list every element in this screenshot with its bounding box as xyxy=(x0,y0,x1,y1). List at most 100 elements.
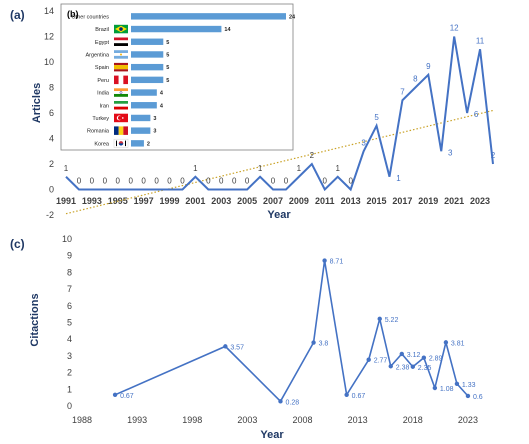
country-bar xyxy=(131,25,222,33)
chart-c-xtick: 2013 xyxy=(348,415,368,425)
chart-c-ytick: 1 xyxy=(67,384,72,394)
chart-a-data-label: 3 xyxy=(361,138,366,147)
chart-a-xlabel: Year xyxy=(267,209,291,221)
chart-a-series-line xyxy=(65,36,494,192)
chart-c-data-label: 2.35 xyxy=(418,365,432,372)
country-bar xyxy=(131,140,144,147)
country-value: 5 xyxy=(166,65,169,71)
turkey-flag-icon xyxy=(114,113,128,123)
chart-a-data-label: 0 xyxy=(180,177,185,186)
chart-c-point xyxy=(410,364,416,369)
chart-c-ytick: 0 xyxy=(67,401,72,411)
chart-c-xtick: 1988 xyxy=(72,415,92,425)
chart-a-xtick: 2019 xyxy=(418,196,438,206)
chart-a-ytick: 6 xyxy=(49,108,54,118)
chart-c-data-label: 0.67 xyxy=(120,393,134,400)
chart-c-ytick: 8 xyxy=(67,267,72,277)
chart-c-ytick: 3 xyxy=(67,351,72,361)
chart-a-data-label: 6 xyxy=(474,110,479,119)
chart-a-ytick: 14 xyxy=(44,6,54,16)
chart-c-xtick: 2018 xyxy=(403,415,423,425)
argentina-flag-icon xyxy=(114,50,128,59)
chart-a-data-label: 9 xyxy=(426,62,431,71)
egypt-flag-icon xyxy=(114,37,128,46)
chart-c-point xyxy=(344,392,349,398)
country-label: Peru xyxy=(97,78,109,84)
chart-c-citations: (c) Citactions Year 0 1 2 3 4 5 6 7 8 9 10 1988 199… xyxy=(10,234,483,441)
chart-c-ytick: 9 xyxy=(67,251,72,261)
chart-a-data-label: 0 xyxy=(232,177,237,186)
chart-a-data-label: 0 xyxy=(206,177,211,186)
chart-c-data-label: 0.28 xyxy=(285,399,299,406)
chart-a-ytick: 2 xyxy=(49,159,54,169)
chart-a-data-label: 0 xyxy=(90,177,95,186)
chart-c-ytick: 4 xyxy=(67,334,72,344)
chart-a-data-label: 0 xyxy=(141,177,146,186)
chart-a-data-label: 0 xyxy=(271,177,276,186)
country-label: Iran xyxy=(100,103,109,109)
chart-a-ytick: 8 xyxy=(49,83,54,93)
chart-a-data-label: 1 xyxy=(64,164,69,173)
chart-a-ytick: 12 xyxy=(44,32,54,42)
country-label: Spain xyxy=(95,65,109,71)
peru-flag-icon xyxy=(114,75,128,85)
chart-c-point xyxy=(278,399,283,404)
panel-b-label: (b) xyxy=(67,9,79,19)
country-bar xyxy=(131,51,164,58)
country-value: 4 xyxy=(160,91,164,97)
country-value: 3 xyxy=(153,116,156,122)
chart-a-data-label: 2 xyxy=(310,151,315,160)
chart-a-ytick: 0 xyxy=(49,185,54,195)
chart-a-data-label: 0 xyxy=(116,177,121,186)
chart-a-data-label: 0 xyxy=(77,177,82,186)
chart-a-data-label: 1 xyxy=(193,164,198,173)
chart-a-data-label: 3 xyxy=(448,148,453,157)
chart-c-ytick: 5 xyxy=(67,318,72,328)
chart-a-data-label: 0 xyxy=(245,177,250,186)
country-label: India xyxy=(97,91,110,97)
chart-a-data-label: 0 xyxy=(323,177,328,186)
chart-a-data-label: 1 xyxy=(297,164,302,173)
country-bar xyxy=(131,102,157,109)
chart-a-xtick: 2005 xyxy=(237,196,257,206)
chart-a-ytick: 4 xyxy=(49,134,54,144)
chart-a-data-label: 0 xyxy=(219,177,224,186)
chart-a-xtick: 2015 xyxy=(367,196,387,206)
chart-c-y-ticks: 0 1 2 3 4 5 6 7 8 9 10 xyxy=(62,234,72,411)
chart-a-data-label: 1 xyxy=(258,164,263,173)
chart-a-xtick: 2007 xyxy=(263,196,283,206)
chart-a-data-label: 1 xyxy=(396,174,401,183)
chart-c-series-line xyxy=(114,260,469,403)
chart-c-data-label: 8.71 xyxy=(330,259,344,266)
country-value: 2 xyxy=(147,141,150,147)
chart-c-data-label: 2.77 xyxy=(374,358,388,365)
romania-flag-icon xyxy=(114,126,128,135)
chart-c-data-labels: 0.67 3.57 0.28 3.8 8.71 0.67 2.77 5.22 2.38 3.12 2… xyxy=(120,259,483,407)
country-value: 5 xyxy=(166,52,169,58)
chart-c-point xyxy=(388,364,393,369)
chart-a-data-label: 11 xyxy=(476,36,485,45)
chart-c-data-label: 5.22 xyxy=(385,317,399,324)
chart-a-data-label: 8 xyxy=(413,75,418,84)
country-bar xyxy=(131,114,151,122)
country-label: Korea xyxy=(94,141,110,147)
chart-c-data-label: 1.08 xyxy=(440,386,454,393)
country-value: 24 xyxy=(289,14,296,20)
chart-c-xtick: 1998 xyxy=(182,415,202,425)
chart-a-data-label: 2 xyxy=(491,151,496,160)
chart-c-data-label: 3.57 xyxy=(230,344,244,351)
brazil-flag-icon xyxy=(114,24,128,34)
chart-c-xtick: 2008 xyxy=(293,415,313,425)
chart-c-point xyxy=(443,340,449,345)
chart-c-data-label: 2.89 xyxy=(429,356,443,363)
chart-c-xlabel: Year xyxy=(260,429,284,441)
country-value: 3 xyxy=(153,129,156,135)
chart-c-point xyxy=(112,392,118,398)
chart-c-ytick: 6 xyxy=(67,301,72,311)
chart-a-xtick: 2001 xyxy=(185,196,205,206)
country-value: 14 xyxy=(224,27,231,33)
chart-c-data-label: 0.6 xyxy=(473,394,483,401)
